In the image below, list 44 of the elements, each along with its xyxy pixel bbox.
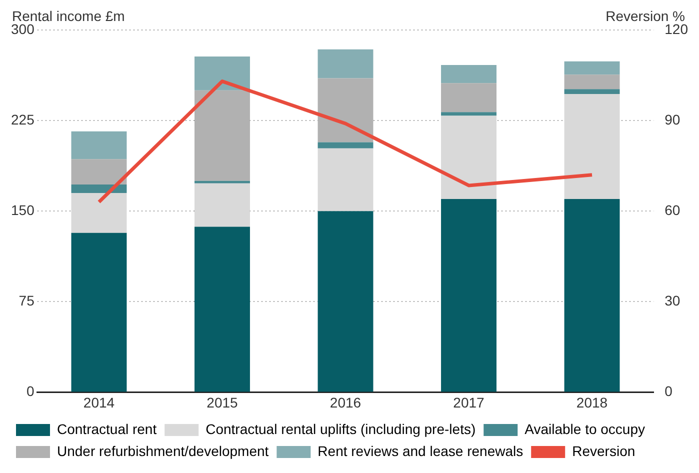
bar: [71, 184, 127, 193]
bar: [441, 199, 496, 392]
bar: [318, 142, 374, 148]
bar: [564, 89, 620, 94]
legend-label: Under refurbishment/development: [57, 442, 269, 459]
y-tick-label: 150: [11, 202, 35, 218]
y-tick-label: 225: [11, 111, 35, 128]
bar: [318, 211, 374, 392]
x-tick-label: 2017: [453, 394, 485, 410]
bar: [564, 94, 620, 200]
bar: [194, 180, 250, 184]
y-tick-label: 75: [18, 292, 35, 309]
legend-label: Reversion: [572, 442, 636, 459]
legend-label: Contractual rent: [57, 420, 157, 437]
bar: [71, 232, 127, 392]
bar: [194, 56, 250, 90]
x-tick-label: 2018: [576, 394, 608, 410]
bar: [318, 148, 374, 212]
bar: [441, 116, 496, 200]
bar: [71, 192, 127, 233]
legend-label: Available to occupy: [524, 420, 645, 437]
bar: [441, 65, 496, 84]
bar: [441, 112, 496, 116]
bar: [71, 159, 127, 185]
bar: [564, 199, 620, 392]
y2-tick-label: 30: [664, 292, 680, 309]
y2-tick-label: 90: [664, 111, 680, 128]
x-tick-label: 2015: [206, 394, 238, 410]
bar: [194, 226, 250, 392]
bar: [194, 90, 250, 181]
bar: [564, 74, 620, 90]
y2-tick-label: 60: [664, 202, 680, 218]
bar: [564, 61, 620, 75]
legend-label: Contractual rental uplifts (including pre-lets): [206, 420, 476, 437]
bar: [441, 83, 496, 112]
y2-tick-label: 0: [664, 383, 673, 400]
x-tick-label: 2014: [83, 394, 115, 410]
bar: [318, 78, 374, 142]
bar: [71, 131, 127, 160]
bar: [318, 49, 374, 78]
y-tick-label: 0: [26, 383, 35, 400]
x-tick-label: 2016: [330, 394, 362, 410]
legend-label: Rent reviews and lease renewals: [318, 442, 524, 459]
bar: [194, 183, 250, 227]
